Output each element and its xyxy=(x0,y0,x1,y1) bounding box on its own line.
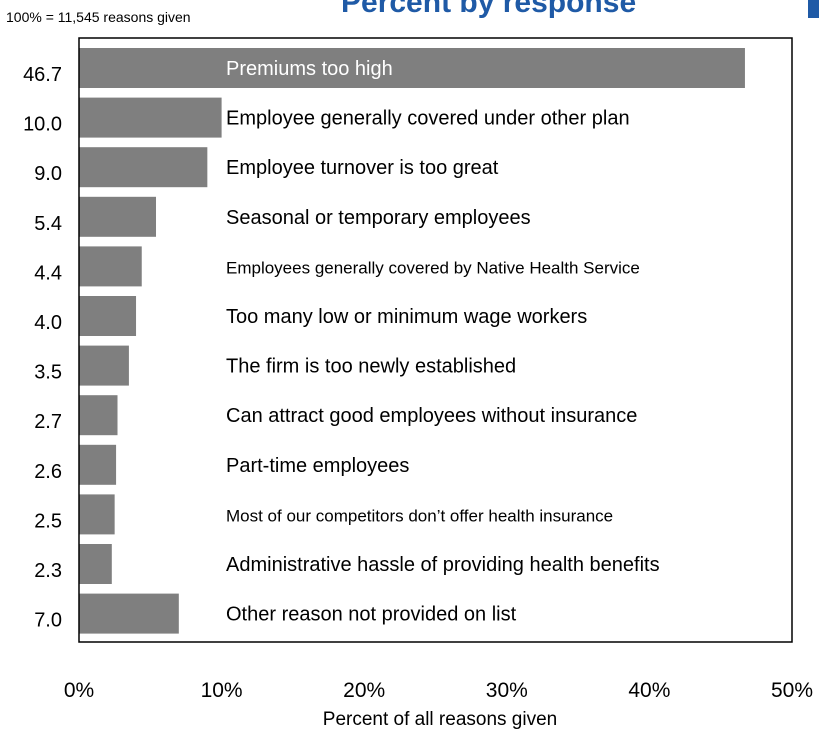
value-label: 9.0 xyxy=(34,163,62,185)
category-label: Premiums too high xyxy=(226,58,393,80)
bar xyxy=(79,147,208,188)
category-label: Administrative hassle of providing healt… xyxy=(226,554,660,576)
x-tick-label: 10% xyxy=(201,679,243,702)
x-axis-label: Percent of all reasons given xyxy=(323,709,557,730)
category-label: Part-time employees xyxy=(226,455,409,477)
value-label: 46.7 xyxy=(23,64,62,86)
value-label: 5.4 xyxy=(34,213,62,235)
labels-layer: Premiums too high 46.7 Employee generally … xyxy=(23,58,660,632)
bars-layer xyxy=(79,48,745,634)
category-label: Employee turnover is too great xyxy=(226,157,499,179)
sample-size-note: 100% = 11,545 reasons given xyxy=(6,9,191,25)
value-label: 3.5 xyxy=(34,362,62,384)
bar xyxy=(79,544,112,584)
bar xyxy=(79,246,142,287)
x-tick-labels: 0% 10% 20% 30% 40% 50% xyxy=(64,679,813,702)
value-label: 2.6 xyxy=(34,461,62,483)
category-label: Most of our competitors don’t offer heal… xyxy=(226,506,613,525)
x-tick-label: 40% xyxy=(628,679,670,702)
category-label: Seasonal or temporary employees xyxy=(226,207,531,229)
x-tick-label: 20% xyxy=(343,679,385,702)
x-tick-label: 0% xyxy=(64,679,94,702)
value-label: 2.3 xyxy=(34,560,62,582)
chart-title: Percent by response xyxy=(341,0,637,19)
category-label: The firm is too newly established xyxy=(226,356,516,378)
bar xyxy=(79,494,115,535)
value-label: 4.4 xyxy=(34,262,62,284)
value-label: 4.0 xyxy=(34,312,62,334)
bar xyxy=(79,196,157,237)
value-label: 7.0 xyxy=(34,610,62,632)
bar xyxy=(79,444,117,485)
category-label: Other reason not provided on list xyxy=(226,604,517,626)
bar xyxy=(79,48,745,88)
title-accent-bar xyxy=(808,0,819,18)
value-label: 10.0 xyxy=(23,114,62,136)
bar xyxy=(79,97,222,138)
category-label: Can attract good employees without insur… xyxy=(226,405,637,427)
x-tick-label: 30% xyxy=(486,679,528,702)
value-label: 2.5 xyxy=(34,510,62,532)
bar xyxy=(79,296,137,336)
bar xyxy=(79,593,179,634)
category-label: Too many low or minimum wage workers xyxy=(226,306,587,328)
bar xyxy=(79,395,118,436)
category-label: Employees generally covered by Native He… xyxy=(226,258,640,277)
plot-frame xyxy=(78,37,793,643)
value-label: 2.7 xyxy=(34,411,62,433)
category-label: Employee generally covered under other p… xyxy=(226,108,630,130)
x-tick-label: 50% xyxy=(771,679,813,702)
bar xyxy=(79,345,129,386)
